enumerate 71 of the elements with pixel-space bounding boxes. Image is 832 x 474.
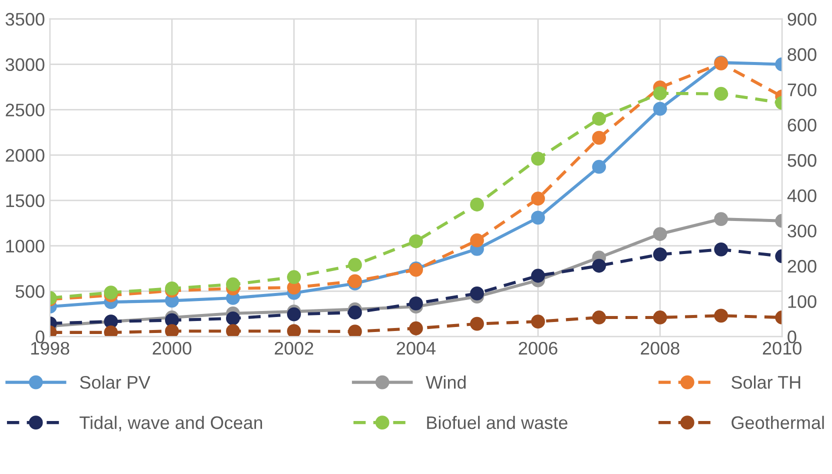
point	[653, 102, 667, 116]
legend-label: Solar TH	[732, 376, 800, 389]
point	[409, 234, 423, 248]
point	[592, 112, 606, 126]
point	[531, 314, 545, 329]
point	[531, 268, 545, 283]
point	[714, 212, 728, 226]
point	[470, 286, 484, 300]
legend-label: Biofuel and waste	[427, 416, 568, 430]
point	[653, 310, 667, 324]
point	[531, 210, 545, 225]
point	[409, 296, 423, 310]
point	[653, 227, 667, 241]
legend-label: Solar PV	[80, 376, 150, 389]
point	[409, 321, 423, 336]
point	[592, 258, 606, 273]
y-tick-label: 0	[36, 330, 44, 344]
point	[348, 306, 362, 320]
point	[653, 86, 667, 100]
y-tick-label: 1000	[6, 240, 44, 253]
point	[226, 311, 240, 326]
point	[287, 307, 301, 322]
point	[165, 324, 179, 337]
legend-label: Wind	[426, 376, 466, 389]
point	[165, 282, 179, 296]
y2-tick-label: 600	[788, 118, 816, 132]
point	[592, 310, 606, 324]
point	[714, 86, 728, 101]
y2-tick-label: 0	[788, 330, 796, 344]
y-tick-label: 3500	[6, 12, 44, 26]
point	[592, 130, 606, 145]
y2-tick-label: 900	[788, 12, 816, 26]
y2-tick-label: 700	[788, 83, 816, 96]
point	[470, 316, 484, 331]
y2-tick-label: 300	[788, 224, 816, 238]
x-tick-label: 1998	[31, 342, 70, 355]
point	[287, 270, 301, 284]
y2-tick-label: 400	[787, 189, 816, 202]
point	[226, 324, 240, 337]
point	[287, 324, 301, 337]
point	[653, 247, 667, 262]
legend-label: Geothermal	[732, 416, 824, 430]
x-tick-label: 2000	[152, 342, 192, 355]
point	[470, 198, 484, 212]
point	[470, 233, 484, 248]
y-tick-label: 3000	[6, 58, 44, 72]
point	[104, 286, 118, 300]
x-tick-label: 2004	[396, 342, 436, 355]
point	[714, 308, 728, 323]
point	[348, 324, 362, 337]
y2-tick-label: 200	[788, 260, 816, 273]
point	[348, 258, 362, 272]
point	[531, 152, 545, 166]
y2-tick-label: 100	[788, 295, 816, 308]
point	[592, 160, 606, 174]
x-tick-label: 2002	[274, 342, 314, 355]
x-tick-label: 2008	[640, 342, 680, 355]
y-tick-label: 1500	[6, 194, 44, 208]
point	[348, 274, 362, 288]
y2-tick-label: 500	[788, 154, 816, 167]
x-tick-label: 2006	[518, 342, 558, 355]
y-tick-label: 500	[16, 285, 44, 298]
legend-label: Tidal, wave and Ocean	[80, 416, 262, 432]
y-tick-label: 2000	[6, 149, 44, 162]
point	[531, 192, 545, 206]
point	[226, 277, 240, 292]
y-tick-label: 2500	[6, 104, 44, 116]
point	[104, 326, 118, 337]
y2-tick-label: 800	[788, 48, 816, 61]
x-tick-label: 2010	[762, 342, 802, 355]
point	[714, 242, 728, 256]
